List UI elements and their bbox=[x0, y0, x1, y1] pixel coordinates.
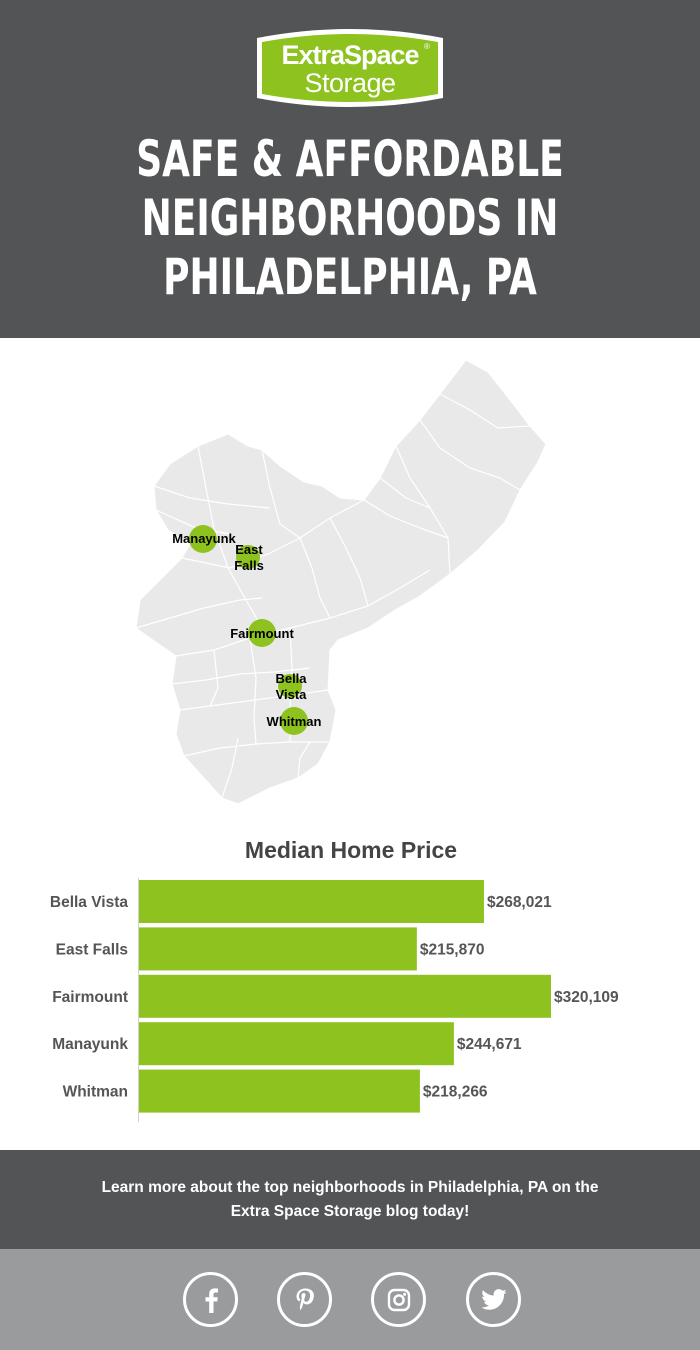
category-label: Whitman bbox=[63, 1084, 128, 1101]
category-label: Fairmount bbox=[52, 989, 128, 1006]
manayunk-marker[interactable] bbox=[189, 525, 217, 553]
map-markers bbox=[189, 525, 308, 735]
whitman-marker[interactable] bbox=[280, 707, 308, 735]
value-label: $320,109 bbox=[554, 989, 619, 1006]
facebook-button[interactable] bbox=[183, 1272, 238, 1327]
bar-whitman[interactable] bbox=[139, 1069, 420, 1113]
blog-cta[interactable]: Learn more about the top neighborhoods i… bbox=[0, 1150, 700, 1249]
category-label: Manayunk bbox=[52, 1036, 128, 1053]
title-line-1: SAFE & AFFORDABLE bbox=[136, 130, 564, 188]
category-label: East Falls bbox=[56, 941, 128, 958]
whitman-label: Whitman bbox=[267, 714, 322, 729]
fairmount-label: Fairmount bbox=[230, 626, 294, 641]
neighborhood-boundaries bbox=[135, 393, 531, 799]
logo-text-line2: Storage bbox=[304, 68, 396, 98]
bar-east-falls[interactable] bbox=[139, 927, 417, 971]
extra-space-storage-logo[interactable]: ExtraSpace Storage ® bbox=[253, 24, 447, 112]
philadelphia-map: Manayunk East Falls Fairmount Bella Vist… bbox=[0, 338, 700, 820]
east-falls-label-line2: Falls bbox=[234, 558, 264, 573]
value-label: $268,021 bbox=[487, 894, 552, 911]
category-label: Bella Vista bbox=[50, 894, 129, 911]
logo-text-line1: ExtraSpace bbox=[281, 40, 419, 70]
median-home-price-chart: Median Home Price Bella Vista $268,021 Eas… bbox=[0, 820, 700, 1150]
bar-bella-vista[interactable] bbox=[139, 880, 484, 923]
twitter-button[interactable] bbox=[466, 1272, 521, 1327]
logo-badge-shape bbox=[257, 29, 443, 107]
bella-vista-label-line2: Vista bbox=[276, 687, 308, 702]
title-line-2: NEIGHBORHOODS IN bbox=[141, 189, 559, 247]
bar-chart-svg: Median Home Price Bella Vista $268,021 Eas… bbox=[50, 837, 619, 1122]
registered-mark: ® bbox=[424, 42, 430, 51]
fairmount-marker[interactable] bbox=[248, 619, 276, 647]
bar-manayunk[interactable] bbox=[139, 1022, 454, 1066]
bella-vista-marker[interactable] bbox=[278, 674, 302, 698]
page-title: SAFE & AFFORDABLE NEIGHBORHOODS IN PHILA… bbox=[98, 130, 602, 307]
bella-vista-label-line1: Bella bbox=[275, 671, 307, 686]
manayunk-label: Manayunk bbox=[172, 531, 236, 546]
east-falls-label-line1: East bbox=[235, 542, 263, 557]
cta-line-1: Learn more about the top neighborhoods i… bbox=[101, 1179, 599, 1196]
value-label: $244,671 bbox=[457, 1036, 522, 1053]
value-label: $215,870 bbox=[420, 941, 485, 958]
header: ExtraSpace Storage ® SAFE & AFFORDABLE N… bbox=[0, 0, 700, 338]
pinterest-icon bbox=[296, 1288, 314, 1310]
title-line-3: PHILADELPHIA, PA bbox=[163, 248, 537, 306]
chart-title: Median Home Price bbox=[245, 837, 457, 863]
instagram-button[interactable] bbox=[371, 1272, 426, 1327]
twitter-icon bbox=[480, 1288, 506, 1310]
social-bar bbox=[0, 1249, 700, 1350]
east-falls-marker[interactable] bbox=[236, 545, 260, 569]
city-outline bbox=[135, 359, 547, 805]
value-label: $218,266 bbox=[423, 1084, 488, 1101]
pinterest-button[interactable] bbox=[277, 1272, 332, 1327]
cta-line-2: Extra Space Storage blog today! bbox=[230, 1203, 470, 1220]
instagram-icon bbox=[387, 1288, 410, 1311]
bar-fairmount[interactable] bbox=[139, 974, 551, 1018]
facebook-icon bbox=[205, 1287, 218, 1313]
